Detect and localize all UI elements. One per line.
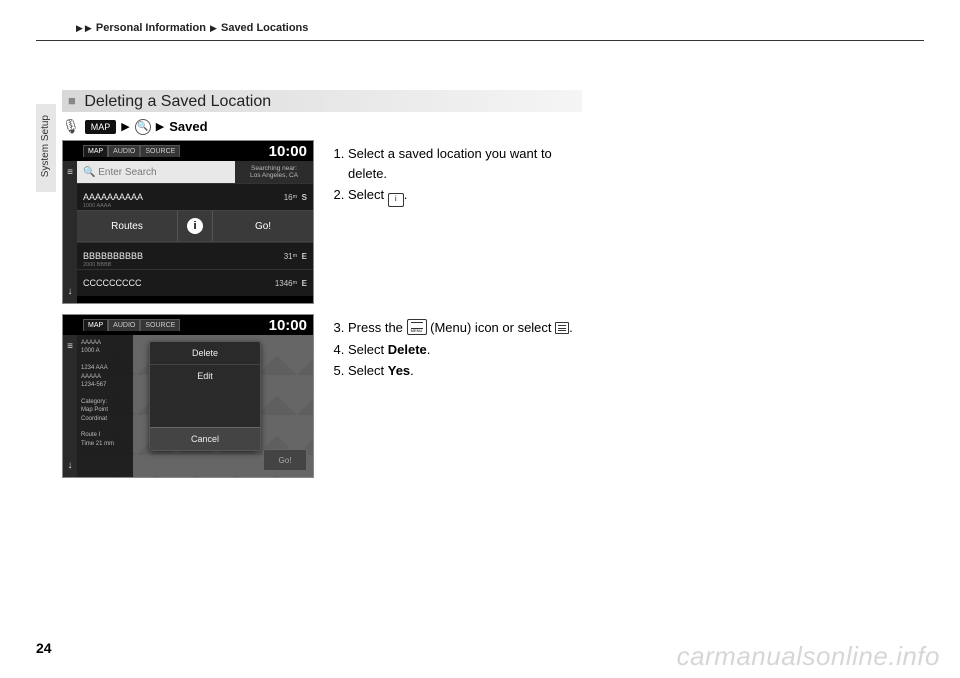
chevron-icon: ▶ — [156, 120, 164, 133]
hamburger-icon: ≡ — [67, 167, 73, 178]
list-item: AAAAAAAAAA 1000 AAAA 16ᵐ S — [77, 183, 313, 210]
search-row: 🔍 Enter Search Searching near: Los Angel… — [77, 161, 313, 183]
search-location: Searching near: Los Angeles, CA — [235, 161, 313, 183]
item-dist: 16ᵐ S — [284, 193, 307, 202]
tab-source: SOURCE — [140, 145, 180, 157]
screenshot-body: AAAAA 1000 A 1234 AAA AAAAA 1234-567 Cat… — [77, 335, 313, 477]
tab-source: SOURCE — [140, 319, 180, 331]
hamburger-icon: ≡ — [67, 341, 73, 352]
search-loc-line2: Los Angeles, CA — [250, 172, 298, 179]
popup-gap — [150, 387, 260, 427]
step-4: Select Delete. — [348, 340, 590, 360]
search-input: 🔍 Enter Search — [77, 161, 235, 183]
down-arrow-icon: ↓ — [68, 460, 73, 471]
step-1: Select a saved location you want to dele… — [348, 144, 590, 183]
breadcrumb-item: Saved Locations — [221, 22, 308, 34]
clock: 10:00 — [269, 143, 307, 160]
screenshot-search-results: MAP AUDIO SOURCE 10:00 ≡ ↓ 🔍 Enter Searc… — [62, 140, 314, 304]
divider — [36, 40, 924, 41]
item-name: BBBBBBBBBB — [83, 251, 143, 261]
routes-button: Routes — [77, 211, 178, 241]
screenshot-left-column: ≡ ↓ — [63, 161, 77, 303]
screenshot-tabs: MAP AUDIO SOURCE — [83, 145, 180, 157]
item-dist: 31ᵐ E — [284, 252, 307, 261]
side-info-panel: AAAAA 1000 A 1234 AAA AAAAA 1234-567 Cat… — [77, 335, 133, 477]
down-arrow-icon: ↓ — [68, 286, 73, 297]
page-number: 24 — [36, 640, 52, 656]
hamburger-inline-icon — [555, 322, 569, 334]
step-2: Select i. — [348, 185, 590, 207]
instructions-block-1: Select a saved location you want to dele… — [330, 144, 590, 209]
popup-menu: Delete Edit Cancel — [149, 341, 261, 451]
nav-path-saved: Saved — [169, 119, 207, 134]
item-sub: 1000 AAAA — [83, 203, 111, 209]
search-loc-line1: Searching near: — [251, 165, 297, 172]
breadcrumb-item: Personal Information — [96, 22, 206, 34]
tab-map: MAP — [83, 319, 108, 331]
tab-audio: AUDIO — [108, 145, 140, 157]
screenshot-left-column: ≡ ↓ — [63, 335, 77, 477]
popup-cancel: Cancel — [150, 427, 260, 450]
step-5: Select Yes. — [348, 361, 590, 381]
chevron-icon: ▶ — [121, 120, 129, 133]
popup-delete: Delete — [150, 342, 260, 365]
instructions-block-2: Press the (Menu) icon or select . Select… — [330, 318, 590, 383]
voice-icon: 🎙 — [62, 118, 80, 135]
info-inline-icon: i — [388, 193, 404, 207]
screenshot-body: 🔍 Enter Search Searching near: Los Angel… — [77, 161, 313, 303]
action-row: Routes i Go! — [77, 210, 313, 242]
nav-path: 🎙 MAP ▶ 🔍 ▶ Saved — [62, 118, 208, 135]
list-item: CCCCCCCCC 1346ᵐ E — [77, 269, 313, 296]
info-button: i — [178, 211, 213, 241]
info-icon: i — [187, 218, 203, 234]
search-circle-icon: 🔍 — [135, 119, 151, 135]
item-name: CCCCCCCCC — [83, 278, 142, 288]
go-button-disabled: Go! — [263, 449, 307, 471]
go-button: Go! — [213, 211, 313, 241]
tab-map: MAP — [83, 145, 108, 157]
map-button-label: MAP — [85, 120, 117, 134]
item-dist: 1346ᵐ E — [275, 279, 307, 288]
screenshot-topbar: MAP AUDIO SOURCE 10:00 — [63, 141, 313, 161]
clock: 10:00 — [269, 317, 307, 334]
breadcrumb: ▶▶ Personal Information ▶ Saved Location… — [75, 22, 308, 34]
side-tab-label: System Setup — [40, 115, 51, 177]
screenshot-topbar: MAP AUDIO SOURCE 10:00 — [63, 315, 313, 335]
screenshot-tabs: MAP AUDIO SOURCE — [83, 319, 180, 331]
popup-edit: Edit — [150, 365, 260, 387]
step-3: Press the (Menu) icon or select . — [348, 318, 590, 338]
section-heading-text: Deleting a Saved Location — [84, 93, 271, 110]
section-heading: Deleting a Saved Location — [62, 90, 582, 112]
item-sub: 2000 BBBB — [83, 262, 111, 268]
watermark: carmanualsonline.info — [677, 641, 940, 672]
chevron-icon: ▶ — [76, 23, 83, 33]
list-item: BBBBBBBBBB 2000 BBBB 31ᵐ E — [77, 242, 313, 269]
screenshot-menu-popup: MAP AUDIO SOURCE 10:00 ≡ ↓ AAAAA 1000 A … — [62, 314, 314, 478]
chevron-icon: ▶ — [210, 23, 217, 33]
item-name: AAAAAAAAAA — [83, 192, 143, 202]
tab-audio: AUDIO — [108, 319, 140, 331]
menu-button-icon — [407, 319, 427, 335]
chevron-icon: ▶ — [85, 23, 92, 33]
